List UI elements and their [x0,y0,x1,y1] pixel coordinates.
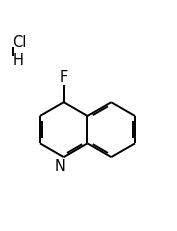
Text: H: H [12,53,23,68]
Text: Cl: Cl [12,35,27,50]
Text: N: N [55,158,66,173]
Text: F: F [60,70,68,85]
